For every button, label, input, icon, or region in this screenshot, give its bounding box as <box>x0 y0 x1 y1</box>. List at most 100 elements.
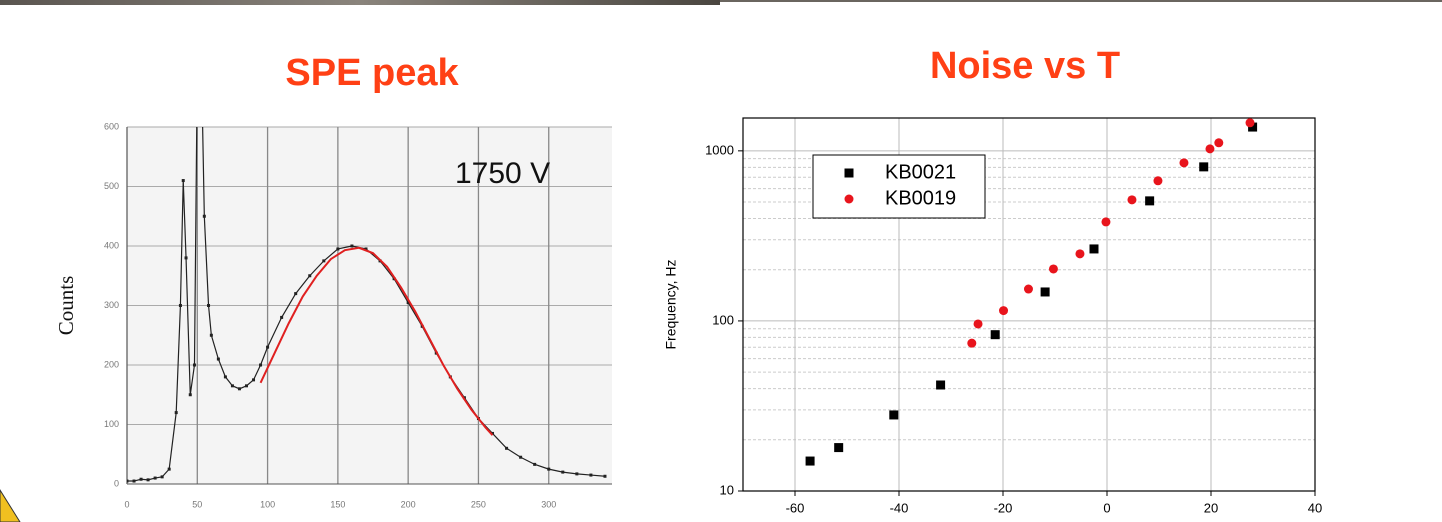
y-tick-label: 400 <box>104 240 119 250</box>
data-point <box>153 476 157 480</box>
data-point <box>200 66 203 69</box>
data-point <box>575 472 579 476</box>
corner-decoration <box>0 489 21 522</box>
data-point <box>336 247 340 251</box>
legend-marker <box>844 194 854 204</box>
data-point <box>196 66 199 69</box>
x-tick-label: 50 <box>192 499 202 509</box>
data-point <box>1075 249 1085 259</box>
data-point <box>266 345 270 349</box>
x-tick-label: 300 <box>541 499 556 509</box>
data-point <box>230 384 234 388</box>
y-tick-label: 10 <box>720 482 734 497</box>
data-point <box>139 477 143 481</box>
data-point <box>1214 138 1224 148</box>
data-point <box>1127 195 1137 205</box>
y-tick-label: 500 <box>104 181 119 191</box>
data-point <box>308 274 312 278</box>
chart-title: Noise vs T <box>930 45 1120 87</box>
data-point <box>990 330 1000 340</box>
plot-area <box>127 66 607 483</box>
data-point <box>491 431 495 435</box>
data-point <box>967 338 977 348</box>
x-tick-label: 0 <box>124 499 129 509</box>
legend-marker <box>844 168 854 178</box>
data-point <box>178 304 182 307</box>
data-point <box>533 462 537 466</box>
data-point <box>350 244 354 248</box>
data-point <box>216 357 220 361</box>
data-point <box>207 304 211 307</box>
y-tick-label: 600 <box>104 121 119 131</box>
data-point <box>999 306 1009 316</box>
data-line <box>127 127 606 482</box>
data-point <box>160 475 164 479</box>
data-point <box>174 411 178 415</box>
data-point <box>184 256 188 260</box>
annotation: 1750 V <box>455 157 550 190</box>
x-tick-label: -60 <box>786 500 805 515</box>
x-tick-label: 0 <box>1103 500 1110 515</box>
y-tick-label: 300 <box>104 300 119 310</box>
legend-label: KB0021 <box>885 161 956 183</box>
y-tick-label: 200 <box>104 359 119 369</box>
data-point <box>280 315 284 319</box>
data-point <box>589 473 593 477</box>
data-point <box>202 214 206 218</box>
data-point <box>1153 176 1163 186</box>
y-axis-label: Frequency, Hz <box>663 260 679 350</box>
x-tick-label: 40 <box>1308 500 1322 515</box>
data-point <box>127 479 129 483</box>
chart-title: SPE peak <box>285 52 459 94</box>
data-point <box>1101 217 1111 227</box>
data-point <box>364 247 368 251</box>
data-point <box>519 455 523 459</box>
y-tick-label: 1000 <box>705 142 734 157</box>
data-point <box>834 443 844 453</box>
data-point <box>294 292 298 296</box>
data-point <box>936 380 946 390</box>
data-point <box>181 179 185 183</box>
data-point <box>1023 284 1033 294</box>
data-point <box>188 393 192 397</box>
x-tick-label: 250 <box>471 499 486 509</box>
data-point <box>223 375 227 379</box>
y-tick-label: 0 <box>114 478 119 488</box>
data-point <box>192 363 196 367</box>
data-point <box>209 333 213 337</box>
header-band <box>720 0 1442 2</box>
data-point <box>406 301 410 305</box>
header-band <box>0 0 720 5</box>
x-tick-label: -20 <box>994 500 1013 515</box>
data-line <box>259 246 494 436</box>
data-point <box>1145 196 1155 206</box>
data-point <box>1205 144 1215 154</box>
data-point <box>132 479 136 483</box>
data-point <box>237 387 241 391</box>
data-point <box>1089 244 1099 254</box>
data-point <box>322 259 326 263</box>
data-point <box>1245 118 1255 128</box>
data-point <box>889 410 899 420</box>
data-point <box>1048 264 1058 274</box>
data-point <box>805 456 815 466</box>
x-tick-label: -40 <box>890 500 909 515</box>
data-point <box>167 467 171 471</box>
data-point <box>1179 158 1189 168</box>
y-tick-label: 100 <box>712 312 734 327</box>
data-point <box>505 446 509 450</box>
data-point <box>244 384 248 388</box>
data-point <box>973 319 983 329</box>
legend-box <box>812 154 986 219</box>
legend-label: KB0019 <box>885 187 956 209</box>
data-point <box>1040 287 1050 297</box>
data-point <box>252 378 256 382</box>
data-point <box>561 470 565 474</box>
x-tick-label: 200 <box>401 499 416 509</box>
data-point <box>547 467 551 471</box>
x-tick-label: 20 <box>1204 500 1218 515</box>
y-axis-label: Counts <box>54 276 78 336</box>
y-tick-label: 100 <box>104 419 119 429</box>
data-point <box>603 474 607 478</box>
